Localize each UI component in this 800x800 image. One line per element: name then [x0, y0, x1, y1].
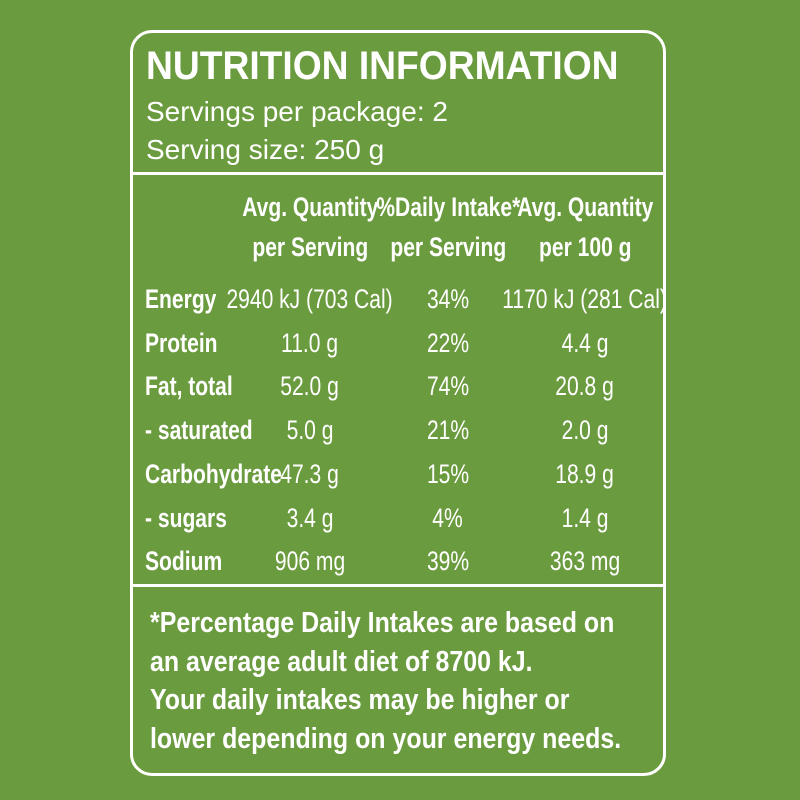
row-value-text: 5.0 g	[286, 415, 334, 446]
column-header-text: %Daily Intake*	[376, 192, 520, 222]
row-value: 906 mg	[200, 548, 420, 575]
column-header-text: Avg. Quantity	[241, 192, 379, 222]
title: NUTRITION INFORMATION	[146, 46, 654, 86]
row-value-text: 906 mg	[274, 546, 346, 577]
row-value: 2.0 g	[475, 417, 695, 444]
row-value-text: 11.0 g	[281, 327, 339, 358]
row-value-text: 1.4 g	[561, 502, 609, 533]
column-header-text: Avg. Quantity	[516, 192, 654, 222]
title-text: NUTRITION INFORMATION	[146, 44, 619, 88]
row-label-text: Sodium	[145, 546, 223, 577]
row-value-text: 39%	[426, 546, 470, 577]
row-value: 74%	[338, 373, 558, 400]
row-label-text: Energy	[145, 284, 217, 314]
row-value: 3.4 g	[200, 502, 420, 533]
row-value-text: 363 mg	[549, 546, 621, 577]
row-value-text: 4%	[432, 502, 464, 533]
row-value: 47.3 g	[200, 458, 420, 489]
row-value: 20.8 g	[475, 373, 695, 400]
row-value-text: 1170 kJ (281 Cal)	[502, 284, 668, 314]
row-value-text: 34%	[426, 284, 470, 314]
column-header: Avg. Quantity	[475, 194, 695, 221]
row-value: 4.4 g	[475, 327, 695, 358]
row-value-text: 2940 kJ (703 Cal)	[226, 284, 394, 314]
panel-border	[130, 30, 666, 776]
divider	[133, 584, 663, 587]
row-label-text: - saturated	[145, 415, 253, 446]
row-value-text: 22%	[426, 327, 470, 358]
row-value: 363 mg	[475, 548, 695, 575]
row-label: Fat, total	[145, 373, 258, 400]
footnote-line-text: Your daily intakes may be higher or	[150, 684, 570, 716]
column-header: per Serving	[338, 234, 558, 261]
row-value-text: 47.3 g	[280, 458, 340, 489]
row-value-text: 2.0 g	[561, 415, 609, 446]
row-label: Energy	[145, 286, 237, 313]
row-value: 2940 kJ (703 Cal)	[200, 286, 420, 313]
row-label: Protein	[145, 327, 238, 358]
row-value: 4%	[338, 502, 558, 533]
row-value: 5.0 g	[200, 417, 420, 444]
serving-size: Serving size: 250 g	[146, 134, 385, 165]
column-header-text: per Serving	[390, 232, 506, 262]
footnote-line-text: lower depending on your energy needs.	[150, 722, 622, 755]
row-value-text: 3.4 g	[286, 502, 334, 533]
row-label-text: - sugars	[145, 502, 227, 533]
footnote-line-text: an average adult diet of 8700 kJ.	[150, 645, 533, 678]
row-value-text: 15%	[426, 458, 470, 489]
row-value: 21%	[338, 417, 558, 444]
divider	[133, 172, 663, 175]
row-value-text: 52.0 g	[280, 371, 340, 402]
column-header-text: per Serving	[252, 232, 368, 262]
column-header: Avg. Quantity	[200, 194, 420, 221]
servings-per-package: Servings per package: 2	[146, 96, 448, 127]
row-value: 15%	[338, 458, 558, 489]
footnote-line-text: *Percentage Daily Intakes are based on	[150, 607, 615, 639]
column-header-text: per 100 g	[538, 232, 632, 262]
footnote-line: *Percentage Daily Intakes are based on	[150, 609, 690, 638]
footnote-line: lower depending on your energy needs.	[150, 722, 698, 755]
footnote-line: Your daily intakes may be higher or	[150, 686, 638, 715]
column-header: %Daily Intake*	[338, 194, 558, 221]
row-label-text: Protein	[145, 327, 218, 358]
row-value: 52.0 g	[200, 373, 420, 400]
row-value-text: 4.4 g	[561, 327, 609, 358]
row-value: 1.4 g	[475, 502, 695, 533]
row-value-text: 74%	[426, 371, 470, 402]
column-header: per 100 g	[475, 234, 695, 261]
footnote-line: an average adult diet of 8700 kJ.	[150, 645, 595, 678]
row-value: 39%	[338, 548, 558, 575]
column-header: per Serving	[200, 234, 420, 261]
row-label-text: Carbohydrate	[145, 458, 282, 489]
row-value-text: 18.9 g	[555, 458, 615, 489]
row-label: Sodium	[145, 548, 244, 575]
row-label: - saturated	[145, 417, 283, 444]
row-value: 34%	[338, 286, 558, 313]
row-value: 22%	[338, 327, 558, 358]
row-value-text: 21%	[426, 415, 470, 446]
row-value-text: 20.8 g	[555, 371, 615, 402]
row-label: - sugars	[145, 502, 250, 533]
row-label: Carbohydrate	[145, 458, 321, 489]
row-value: 1170 kJ (281 Cal)	[475, 286, 695, 313]
row-value: 18.9 g	[475, 458, 695, 489]
row-label-text: Fat, total	[145, 371, 233, 402]
row-value: 11.0 g	[200, 327, 420, 358]
